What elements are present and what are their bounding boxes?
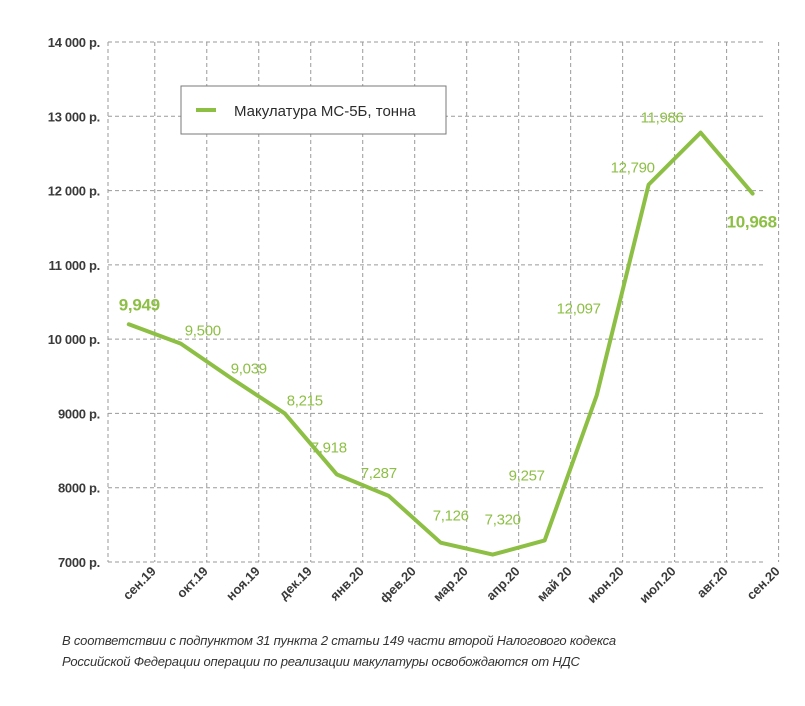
- y-tick-label: 7000 р.: [58, 555, 100, 570]
- data-label: 12,097: [557, 301, 601, 318]
- x-tick-label: май 20: [534, 564, 575, 605]
- data-label: 7,287: [361, 465, 397, 482]
- y-tick-label: 14 000 р.: [48, 35, 100, 50]
- x-tick-label: июл.20: [636, 564, 679, 607]
- data-label: 8,215: [287, 392, 323, 409]
- y-axis: 14 000 р. 13 000 р. 12 000 р. 11 000 р. 10 0…: [48, 35, 101, 570]
- x-tick-label: авг.20: [694, 564, 731, 601]
- x-tick-label: сен.20: [744, 564, 783, 603]
- x-tick-label: апр.20: [483, 564, 523, 604]
- data-label: 9,500: [185, 323, 221, 340]
- footnote: В соответствии с подпунктом 31 пункта 2 …: [62, 630, 792, 672]
- legend-label: Макулатура МС-5Б, тонна: [234, 103, 416, 120]
- y-tick-label: 13 000 р.: [48, 109, 100, 124]
- y-tick-label: 10 000 р.: [48, 332, 100, 347]
- data-label: 7,126: [433, 508, 469, 525]
- footnote-line-2: Российской Федерации операции по реализа…: [62, 654, 580, 669]
- x-tick-label: мар.20: [430, 564, 471, 605]
- y-tick-label: 12 000 р.: [48, 184, 100, 199]
- x-tick-label: фев.20: [377, 564, 419, 606]
- data-label: 11,986: [641, 110, 684, 127]
- data-label: 10,968: [727, 213, 777, 232]
- x-tick-label: янв.20: [327, 564, 367, 604]
- data-labels: 9,949 9,500 9,039 8,215 7,918 7,287 7,126 7,320…: [119, 110, 777, 529]
- line-chart: 14 000 р. 13 000 р. 12 000 р. 11 000 р. 10 0…: [48, 35, 783, 607]
- footnote-line-1: В соответствии с подпунктом 31 пункта 2 …: [62, 633, 616, 648]
- series-line: [126, 130, 755, 557]
- data-label: 9,257: [509, 467, 545, 484]
- legend-box: [180, 85, 447, 135]
- x-tick-label: ноя.19: [223, 564, 263, 604]
- data-label: 12,790: [611, 160, 655, 177]
- x-axis: сен.19 окт.19 ноя.19 дек.19 янв.20 фев.20 мар.…: [120, 564, 783, 607]
- x-tick-label: окт.19: [174, 564, 211, 601]
- x-tick-label: сен.19: [120, 564, 159, 603]
- y-tick-label: 11 000 р.: [48, 258, 100, 273]
- x-tick-label: июн.20: [584, 564, 626, 606]
- y-tick-label: 9000 р.: [58, 406, 100, 421]
- data-label: 7,918: [311, 439, 347, 456]
- series-line-path: [126, 130, 755, 557]
- x-tick-label: дек.19: [276, 564, 315, 603]
- legend: Макулатура МС-5Б, тонна: [180, 85, 447, 135]
- data-label: 9,949: [119, 295, 160, 314]
- data-label: 9,039: [231, 360, 267, 377]
- data-label: 7,320: [485, 512, 521, 529]
- y-tick-label: 8000 р.: [58, 481, 100, 496]
